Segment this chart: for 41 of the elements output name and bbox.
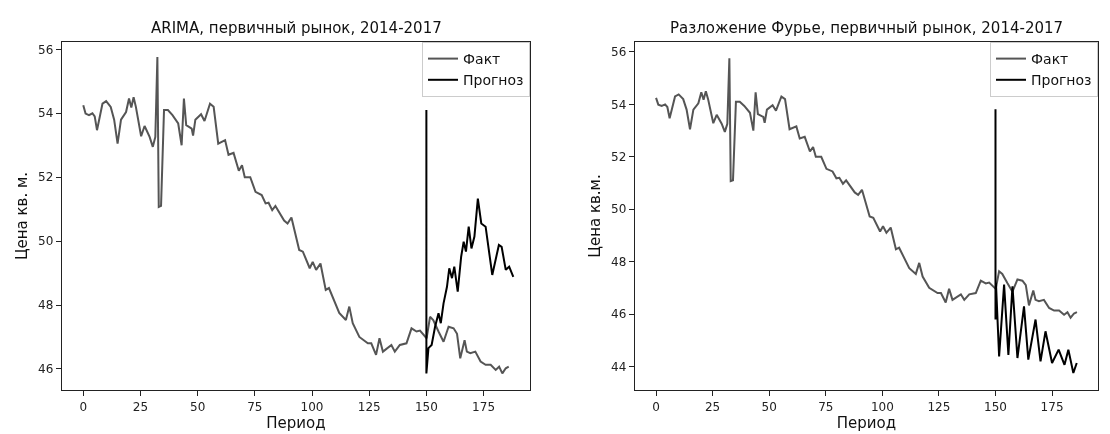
x-tick-label: 175 (472, 399, 496, 414)
y-tick-label: 44 (611, 359, 627, 374)
y-tick-label: 52 (38, 170, 54, 185)
line-series (994, 108, 1078, 374)
chart-title: Разложение Фурье, первичный рынок, 2014-2017 (670, 19, 1064, 37)
x-tick-label: 25 (704, 399, 721, 414)
chart-title: ARIMA, первичный рынок, 2014-2017 (151, 19, 442, 37)
y-axis-title: Цена кв. м. (13, 171, 32, 261)
x-axis-title: Период (266, 413, 326, 432)
legend-label: Факт (463, 51, 501, 68)
legend-label: Прогноз (1031, 72, 1092, 89)
y-tick-label: 54 (611, 97, 627, 112)
x-tick-label: 25 (132, 399, 149, 414)
x-tick-label: 125 (357, 399, 381, 414)
y-tick-label: 52 (611, 149, 627, 164)
y-tick-label: 50 (38, 234, 54, 249)
y-tick-label: 48 (38, 298, 54, 313)
x-tick-label: 50 (190, 399, 206, 414)
legend-label: Факт (1031, 51, 1069, 68)
line-series (425, 109, 515, 375)
y-tick-label: 46 (38, 362, 54, 377)
x-tick-label: 50 (761, 399, 777, 414)
y-tick-label: 46 (611, 307, 627, 322)
x-tick-label: 0 (652, 399, 660, 414)
y-tick-label: 56 (611, 45, 627, 60)
x-tick-label: 100 (870, 399, 894, 414)
y-tick-label: 50 (611, 202, 627, 217)
x-tick-label: 75 (247, 399, 263, 414)
x-tick-label: 100 (300, 399, 324, 414)
x-tick-label: 125 (927, 399, 951, 414)
x-tick-label: 150 (984, 399, 1007, 414)
x-tick-label: 0 (79, 399, 88, 414)
x-tick-label: 150 (414, 399, 438, 414)
x-tick-label: 75 (818, 399, 834, 414)
y-tick-label: 56 (38, 42, 54, 57)
y-axis-title: Цена кв.м. (586, 174, 605, 258)
y-tick-label: 48 (611, 254, 627, 269)
legend-label: Прогноз (463, 72, 524, 89)
x-axis-title: Период (836, 413, 897, 432)
x-tick-label: 175 (1040, 399, 1064, 414)
y-tick-label: 54 (38, 106, 54, 121)
